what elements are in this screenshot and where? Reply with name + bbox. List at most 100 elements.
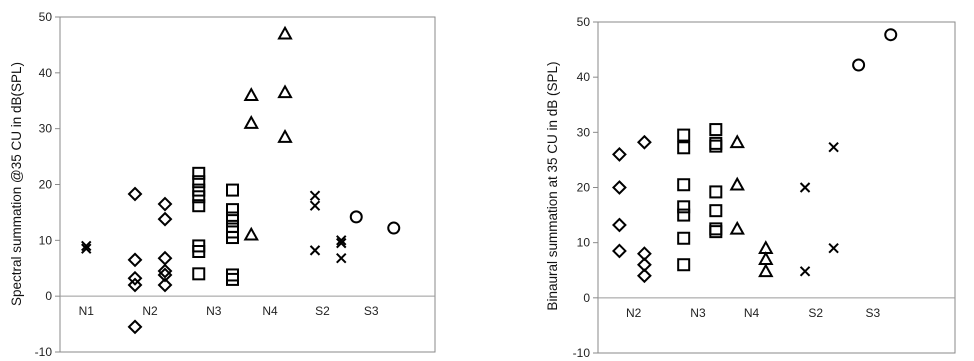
data-point-triangle: [729, 134, 745, 149]
category-label-n2: N2: [142, 304, 158, 318]
data-point-x: [81, 240, 92, 252]
category-label-s2: S2: [808, 306, 823, 320]
data-point-square: [709, 225, 723, 239]
data-point-square: [709, 123, 723, 137]
y-tick-label: -10: [573, 346, 591, 360]
data-point-diamond: [127, 252, 143, 268]
data-point-triangle: [758, 251, 774, 266]
data-point-square: [192, 183, 206, 197]
data-point-square: [677, 208, 691, 222]
data-point-diamond: [612, 146, 627, 162]
y-tick-label: 20: [39, 178, 53, 192]
plot-frame: [597, 21, 956, 354]
data-point-x: [309, 200, 321, 211]
data-point-diamond: [127, 277, 143, 293]
data-point-x: [799, 266, 811, 277]
data-point-square: [226, 211, 239, 225]
data-point-triangle: [243, 226, 259, 241]
data-point-diamond: [636, 134, 652, 150]
category-label-n2: N2: [626, 306, 642, 320]
y-axis-label: Spectral summation @35 CU in dB(SPL): [9, 62, 24, 306]
data-point-square: [677, 128, 691, 142]
data-point-x: [81, 243, 92, 254]
chart-panel-1: -10 0 10 20 30 40 50 Spectral summation @35 CU …: [9, 10, 436, 359]
data-point-diamond: [157, 263, 173, 279]
y-tick-label: 10: [39, 233, 53, 247]
category-label-n4: N4: [262, 304, 278, 318]
y-tick-label: 10: [577, 236, 591, 250]
data-point-square: [677, 200, 691, 214]
data-point-triangle: [277, 25, 293, 40]
data-point-diamond: [612, 243, 627, 259]
y-tick-label: 0: [583, 291, 590, 305]
data-point-diamond: [612, 217, 627, 233]
y-tick-label: 50: [577, 15, 591, 29]
data-point-circle: [884, 28, 898, 42]
data-point-circle: [852, 58, 866, 72]
plot-frame: [59, 16, 436, 353]
data-point-square: [677, 231, 691, 245]
category-label-n3: N3: [690, 306, 706, 320]
data-point-square: [226, 203, 239, 217]
data-point-circle: [387, 221, 401, 235]
data-point-triangle: [243, 115, 259, 129]
data-point-diamond: [157, 196, 173, 212]
data-point-square: [226, 183, 239, 197]
category-label-n1: N1: [79, 304, 95, 318]
data-point-diamond: [127, 186, 143, 202]
data-point-square: [192, 245, 206, 258]
y-tick-label: 40: [39, 66, 53, 80]
data-point-diamond: [612, 180, 627, 195]
data-point-square: [192, 267, 206, 281]
category-label-n3: N3: [206, 304, 222, 318]
data-point-diamond: [157, 267, 173, 283]
data-point-diamond: [127, 319, 143, 335]
data-point-square: [709, 136, 723, 150]
y-tick-label: -10: [35, 345, 53, 359]
data-point-x: [828, 242, 839, 254]
data-point-triangle: [729, 176, 745, 191]
data-point-triangle: [277, 84, 293, 99]
data-point-square: [709, 204, 723, 218]
data-point-square: [192, 199, 206, 213]
chart-panel-2: -10 0 10 20 30 40 50 Binaural summation at 35 C…: [545, 15, 956, 360]
data-point-diamond: [157, 211, 173, 227]
y-axis-label: Binaural summation at 35 CU in dB (SPL): [545, 61, 560, 310]
data-point-square: [226, 268, 239, 282]
data-point-square: [226, 231, 239, 245]
category-label-n4: N4: [744, 306, 760, 320]
category-label-s3: S3: [866, 306, 881, 320]
data-point-diamond: [127, 270, 143, 286]
data-point-square: [709, 222, 723, 236]
data-point-square: [226, 272, 239, 286]
y-tick-label: 30: [39, 122, 53, 136]
data-point-x: [336, 235, 347, 246]
category-label-s3: S3: [364, 304, 379, 318]
data-point-square: [677, 178, 691, 192]
data-point-triangle: [243, 87, 259, 101]
data-point-square: [192, 175, 206, 189]
data-point-x: [309, 190, 321, 201]
data-point-triangle: [729, 220, 745, 235]
y-tick-label: 40: [577, 70, 591, 84]
data-point-x: [336, 237, 347, 249]
data-point-diamond: [157, 250, 173, 266]
data-point-square: [192, 166, 206, 180]
data-point-triangle: [758, 263, 774, 278]
y-tick-label: 0: [45, 289, 52, 303]
data-point-square: [677, 258, 691, 272]
data-point-x: [799, 182, 811, 193]
data-point-square: [677, 141, 691, 155]
data-point-square: [709, 139, 723, 153]
y-tick-label: 30: [577, 125, 591, 139]
data-point-square: [709, 185, 723, 199]
data-point-circle: [349, 210, 363, 224]
y-tick-label: 20: [577, 181, 591, 195]
data-point-diamond: [157, 277, 173, 293]
data-point-triangle: [277, 128, 293, 143]
data-point-x: [309, 245, 321, 256]
data-point-x: [336, 252, 347, 264]
data-point-x: [828, 142, 839, 153]
y-tick-label: 50: [39, 10, 53, 24]
